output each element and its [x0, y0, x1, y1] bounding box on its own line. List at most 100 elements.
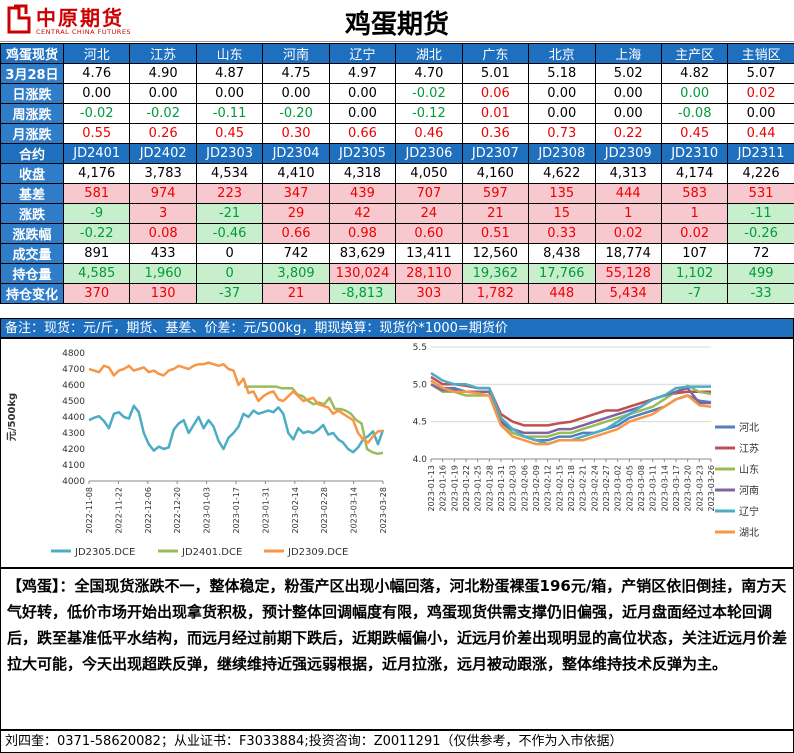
series-line	[88, 404, 385, 454]
legend-label: 江苏	[739, 442, 759, 455]
spot-value-cell: 0.01	[461, 103, 530, 124]
spot-row-label: 3月28日	[0, 63, 64, 84]
legend-label: JD2309.DCE	[287, 547, 348, 558]
futures-value-cell: 347	[262, 183, 330, 204]
futures-value-cell: 4,534	[195, 163, 264, 184]
futures-row: 成交量 891 433 0 742 83,629 13,411 12,560 8,438 18,7…	[0, 243, 794, 264]
legend-label: JD2401.DCE	[181, 547, 242, 558]
futures-value-cell: 13,411	[395, 243, 463, 264]
x-tick-label: 2023-02-14	[291, 487, 300, 534]
futures-value-cell: 28,110	[395, 263, 463, 284]
y-tick-label: 4000	[62, 477, 85, 487]
spot-value-cell: 5.07	[727, 63, 794, 84]
contract-header: JD2311	[727, 143, 794, 164]
futures-value-cell: 0	[195, 263, 264, 284]
futures-value-cell: 8,438	[528, 243, 596, 264]
spot-value-cell: 0.36	[461, 123, 530, 144]
futures-value-cell: 0.98	[328, 223, 397, 244]
spot-region-header: 北京	[528, 43, 596, 64]
x-tick-label: 2023-02-03	[509, 465, 518, 512]
spot-value-cell: 0.22	[594, 123, 662, 144]
futures-value-cell: 3	[129, 203, 197, 224]
x-tick-label: 2023-02-12	[544, 465, 553, 512]
spot-row-label: 月涨跌	[0, 123, 64, 144]
spot-region-header: 湖北	[395, 43, 463, 64]
spot-value-cell: 0.00	[727, 103, 794, 124]
futures-value-cell: -0.26	[727, 223, 794, 244]
futures-value-cell: 4,050	[395, 163, 463, 184]
spot-region-header: 广东	[461, 43, 530, 64]
futures-row-label: 成交量	[0, 243, 64, 264]
futures-value-cell: 433	[129, 243, 197, 264]
futures-value-cell: 17,766	[528, 263, 596, 284]
futures-value-cell: 499	[727, 263, 794, 284]
series-line	[88, 361, 384, 444]
futures-value-cell: 4,160	[461, 163, 530, 184]
spot-value-cell: 0.00	[62, 83, 131, 104]
futures-value-cell: 439	[328, 183, 397, 204]
futures-row-label: 基差	[0, 183, 64, 204]
logo-mark-icon	[7, 4, 31, 34]
footer-contact: 刘四奎：0371-58620082；从业证书：F3033884;投资咨询：Z00…	[0, 730, 794, 753]
spot-value-cell: 0.00	[528, 103, 596, 124]
spot-value-cell: 0.46	[395, 123, 463, 144]
futures-value-cell: 5,434	[594, 283, 662, 304]
legend-label: 湖北	[739, 527, 759, 539]
y-tick-label: 4400	[62, 413, 85, 423]
x-tick-label: 2022-11-08	[85, 487, 94, 534]
spot-value-cell: 0.55	[62, 123, 131, 144]
logo-text-en: CENTRAL CHINA FUTURES	[36, 28, 132, 36]
futures-value-cell: 0.60	[395, 223, 463, 244]
spot-value-cell: 0.00	[660, 83, 729, 104]
series-line	[430, 383, 712, 438]
x-tick-label: 2022-11-22	[114, 487, 123, 534]
contract-header: JD2306	[395, 143, 463, 164]
x-tick-label: 2023-03-23	[695, 465, 704, 512]
y-tick-label: 4500	[62, 397, 85, 407]
futures-row: 持仓量 4,585 1,960 0 3,809 130,024 28,110 19,362 17…	[0, 263, 794, 284]
futures-value-cell: 1,102	[660, 263, 729, 284]
spot-value-cell: 0.02	[727, 83, 794, 104]
futures-row: 涨跌幅 -0.22 0.08 -0.46 0.66 0.98 0.60 0.51 0.33 0.0…	[0, 223, 794, 244]
x-tick-label: 2023-03-26	[707, 465, 716, 512]
spot-row-label: 日涨跌	[0, 83, 64, 104]
futures-value-cell: 72	[727, 243, 794, 264]
y-axis-label: 元/500kg	[6, 393, 18, 441]
legend-label: JD2305.DCE	[74, 547, 135, 558]
futures-value-cell: -33	[727, 283, 794, 304]
futures-value-cell: 444	[594, 183, 662, 204]
spot-value-cell: -0.02	[129, 103, 197, 124]
futures-value-cell: -0.22	[62, 223, 131, 244]
futures-value-cell: 223	[195, 183, 264, 204]
logo-text-cn: 中原期货	[36, 6, 124, 30]
y-tick-label: 5.0	[413, 380, 428, 390]
x-tick-label: 2023-01-17	[232, 487, 241, 534]
x-tick-label: 2023-03-28	[379, 487, 388, 534]
x-tick-label: 2023-02-09	[532, 465, 541, 512]
x-tick-label: 2023-03-05	[625, 465, 634, 512]
spot-value-cell: -0.02	[62, 103, 131, 124]
charts-panel: 4000 4100 4200 4300 4400 4500 4600 4700 4800 2022…	[0, 338, 794, 568]
spot-value-cell: 5.18	[528, 63, 596, 84]
x-tick-label: 2022-12-06	[144, 487, 153, 534]
spot-region-header: 河北	[62, 43, 131, 64]
futures-value-cell: 19,362	[461, 263, 530, 284]
x-tick-label: 2023-02-24	[590, 465, 599, 512]
futures-value-cell: 4,226	[727, 163, 794, 184]
futures-value-cell: 4,410	[262, 163, 330, 184]
page-title: 鸡蛋期货	[344, 10, 449, 40]
spot-value-cell: -0.02	[395, 83, 463, 104]
futures-value-cell: -0.46	[195, 223, 264, 244]
spot-row-label: 周涨跌	[0, 103, 64, 124]
y-tick-label: 4600	[62, 381, 85, 391]
futures-value-cell: -11	[727, 203, 794, 224]
futures-value-cell: 974	[129, 183, 197, 204]
series-line	[430, 379, 712, 446]
contract-header-label: 合约	[0, 143, 64, 164]
spot-value-cell: 0.00	[195, 83, 264, 104]
x-tick-label: 2023-01-16	[439, 465, 448, 512]
company-logo: 中原期货 CENTRAL CHINA FUTURES	[6, 2, 156, 40]
x-tick-label: 2023-03-08	[637, 465, 646, 512]
futures-value-cell: 12,560	[461, 243, 530, 264]
